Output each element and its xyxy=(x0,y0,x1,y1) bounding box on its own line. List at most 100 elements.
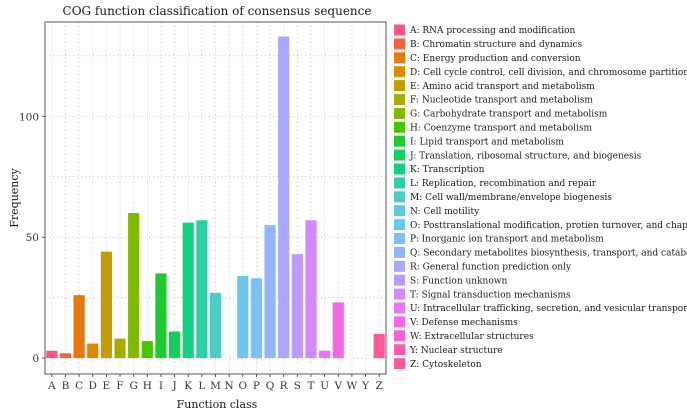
legend: A: RNA processing and modification B: Chr… xyxy=(394,24,687,370)
legend-swatch-w xyxy=(394,330,405,342)
legend-label-w: W: Extracellular structures xyxy=(410,332,534,342)
legend-label-q: Q: Secondary metabolites biosynthesis, t… xyxy=(410,249,687,259)
legend-label-a: A: RNA processing and modification xyxy=(409,26,575,36)
legend-swatch-p xyxy=(394,233,405,244)
legend-label-y: Y: Nuclear structure xyxy=(409,346,503,356)
legend-label-u: U: Intracellular trafficking, secretion,… xyxy=(410,304,687,314)
y-tick-labels: 0 50 100 xyxy=(19,111,39,365)
legend-swatch-u xyxy=(394,302,405,314)
bar-u xyxy=(319,350,331,359)
legend-label-l: L: Replication, recombination and repair xyxy=(410,179,597,189)
bar-o xyxy=(237,275,249,359)
x-tick-label-z: Z xyxy=(376,380,383,392)
legend-label-n: N: Cell motility xyxy=(410,207,480,217)
x-tick-label-g: G xyxy=(129,380,137,392)
legend-swatch-q xyxy=(394,246,405,258)
x-tick-label-y: Y xyxy=(361,380,370,392)
chart-title: COG function classification of consensus… xyxy=(63,4,372,18)
legend-swatch-m xyxy=(394,191,405,203)
bar-r xyxy=(278,36,290,359)
x-tick-label-u: U xyxy=(320,380,329,392)
bars xyxy=(46,36,385,359)
x-tick-label-l: L xyxy=(198,380,205,392)
x-tick-label-b: B xyxy=(62,380,70,392)
bar-f xyxy=(114,338,126,359)
y-tick-label: 100 xyxy=(19,111,39,123)
legend-label-o: O: Posttranslational modification, proti… xyxy=(410,221,687,231)
legend-label-v: V: Defense mechanisms xyxy=(409,318,518,328)
bar-g xyxy=(128,212,140,359)
x-tick-label-i: I xyxy=(159,380,163,392)
x-tick-label-a: A xyxy=(47,380,56,392)
legend-swatch-z xyxy=(394,358,405,370)
bar-v xyxy=(332,302,344,359)
legend-label-j: J: Translation, ribosomal structure, and… xyxy=(409,151,642,161)
legend-label-s: S: Function unknown xyxy=(410,276,507,286)
bar-q xyxy=(264,225,276,359)
legend-label-d: D: Cell cycle control, cell division, an… xyxy=(410,68,687,78)
bar-a xyxy=(46,350,58,359)
legend-swatch-d xyxy=(394,66,405,78)
y-tick-label: 50 xyxy=(26,232,39,244)
bar-h xyxy=(141,341,153,359)
legend-swatch-o xyxy=(394,219,405,231)
y-tick-label: 0 xyxy=(32,353,39,365)
x-tick-label-d: D xyxy=(89,380,97,392)
y-axis-label: Frequency xyxy=(8,167,21,227)
legend-swatch-l xyxy=(394,177,405,189)
x-tick-label-j: J xyxy=(171,380,176,392)
legend-swatch-j xyxy=(394,149,405,161)
bar-j xyxy=(168,331,181,359)
bar-d xyxy=(87,343,99,359)
legend-swatch-c xyxy=(394,52,405,64)
legend-swatch-e xyxy=(394,80,405,92)
legend-swatch-g xyxy=(394,107,405,119)
legend-swatch-k xyxy=(394,163,405,175)
legend-label-h: H: Coenzyme transport and metabolism xyxy=(410,124,593,134)
x-tick-label-m: M xyxy=(210,380,221,392)
legend-swatch-s xyxy=(394,274,405,286)
legend-label-c: C: Energy production and conversion xyxy=(410,54,581,64)
legend-label-m: M: Cell wall/membrane/envelope biogenesi… xyxy=(410,193,612,203)
x-tick-label-s: S xyxy=(294,380,301,392)
x-tick-label-w: W xyxy=(347,380,358,392)
legend-swatch-r xyxy=(394,260,405,272)
x-tick-label-e: E xyxy=(103,380,111,392)
legend-label-z: Z: Cytoskeleton xyxy=(410,360,482,370)
legend-swatch-n xyxy=(394,205,405,217)
bar-c xyxy=(73,295,85,359)
x-tick-label-p: P xyxy=(253,380,260,392)
bar-b xyxy=(59,353,72,359)
legend-swatch-y xyxy=(394,344,405,356)
x-tick-label-v: V xyxy=(333,380,342,392)
legend-swatch-t xyxy=(394,288,405,300)
legend-swatch-v xyxy=(394,316,405,328)
bar-s xyxy=(291,254,303,359)
bar-p xyxy=(250,278,263,359)
x-tick-label-o: O xyxy=(238,380,247,392)
legend-label-p: P: Inorganic ion transport and metabolis… xyxy=(410,235,604,245)
x-tick-label-q: Q xyxy=(266,380,275,392)
legend-label-b: B: Chromatin structure and dynamics xyxy=(410,40,582,50)
legend-swatch-f xyxy=(394,94,405,105)
x-tick-label-k: K xyxy=(184,380,192,392)
legend-label-k: K: Transcription xyxy=(410,165,485,175)
legend-label-f: F: Nucleotide transport and metabolism xyxy=(410,96,593,106)
bar-l xyxy=(196,220,208,359)
x-tick-label-f: F xyxy=(116,380,123,392)
legend-label-t: T: Signal transduction mechanisms xyxy=(410,290,571,300)
bar-e xyxy=(100,251,112,359)
bar-z xyxy=(373,333,385,359)
legend-swatch-a xyxy=(394,24,405,36)
legend-label-g: G: Carbohydrate transport and metabolism xyxy=(410,110,608,120)
axes xyxy=(42,21,387,377)
legend-label-r: R: General function prediction only xyxy=(410,263,572,273)
legend-swatch-h xyxy=(394,121,405,133)
legend-label-i: I: Lipid transport and metabolism xyxy=(410,137,564,147)
x-tick-label-t: T xyxy=(307,380,314,392)
bar-i xyxy=(155,273,167,359)
x-tick-label-r: R xyxy=(280,380,289,392)
x-axis-label: Function class xyxy=(177,398,258,411)
